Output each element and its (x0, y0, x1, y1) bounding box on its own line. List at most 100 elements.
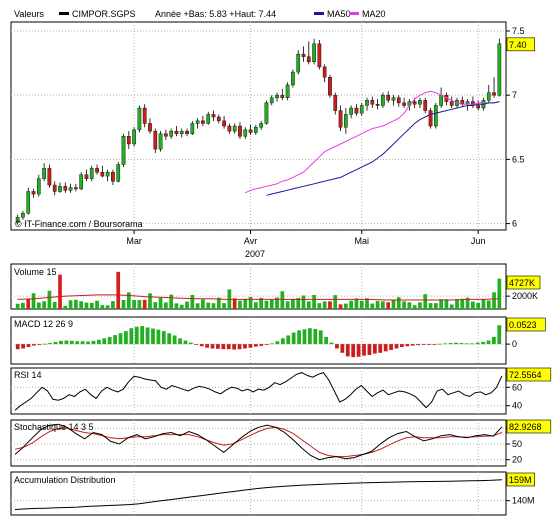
y-tick-label: 7.5 (512, 26, 525, 36)
macd-bar (253, 344, 258, 347)
volume-bar (449, 304, 454, 309)
volume-bar (132, 299, 136, 309)
volume-bar (312, 294, 316, 309)
volume-plot-frame (10, 263, 507, 310)
legend-ma20-swatch (349, 12, 359, 15)
y-tick-label: 7 (512, 90, 517, 100)
volume-bar (206, 302, 211, 309)
macd-bar (318, 330, 323, 345)
macd-bar (291, 332, 296, 345)
candle-body (74, 187, 78, 190)
macd-bar (156, 329, 161, 345)
volume-bar (211, 303, 216, 309)
volume-bar (31, 293, 36, 309)
candle-body (164, 133, 168, 137)
candle-body (269, 97, 274, 104)
candle-body (79, 174, 84, 190)
macd-bar (421, 344, 426, 345)
volume-bar (95, 300, 99, 309)
x-tick-label: Jun (471, 236, 486, 246)
volume-bar (89, 302, 94, 309)
volume-bar (497, 278, 502, 309)
macd-y-ticks: 0 (506, 339, 517, 349)
macd-bar (481, 341, 485, 345)
macd-bar (486, 340, 491, 345)
candle-body (344, 114, 348, 128)
stoch-title: Stochastique 14 3 5 (14, 422, 94, 432)
macd-title: MACD 12 26 9 (14, 319, 73, 329)
candle-body (449, 101, 454, 106)
volume-bar (142, 299, 147, 309)
accum-y-ticks: 140M (506, 496, 535, 506)
macd-bar (64, 340, 69, 345)
y-tick-label: 2000K (512, 291, 538, 301)
x-tick-label: Avr (244, 236, 257, 246)
volume-bar (418, 302, 422, 309)
volume-bar (238, 300, 242, 309)
volume-bar (254, 302, 258, 309)
volume-bar (375, 300, 380, 309)
macd-bar (205, 344, 209, 348)
volume-bar (100, 305, 105, 309)
candle-body (264, 102, 269, 124)
rsi-y-ticks: 60 40 (506, 382, 522, 411)
accumulation-panel: 140M Accumulation Distribution (10, 471, 535, 516)
macd-bar (394, 344, 399, 349)
accum-line (14, 479, 503, 510)
macd-bar (237, 344, 242, 350)
macd-bar (497, 325, 502, 345)
candle-body (476, 105, 481, 109)
candle-body (232, 125, 237, 132)
value-box-label: 159M (509, 475, 532, 485)
candle-body (153, 130, 158, 150)
volume-bar (328, 301, 332, 309)
candle-body (36, 178, 41, 195)
candle-body (439, 94, 443, 106)
candle-body (492, 92, 496, 96)
candle-body (121, 136, 126, 165)
rsi-plot-frame (10, 367, 507, 415)
rsi-title: RSI 14 (14, 370, 42, 380)
candle-body (418, 100, 422, 105)
macd-bar (226, 344, 231, 350)
candle-body (402, 102, 406, 106)
volume-bar (243, 298, 248, 309)
legend-ma20: MA20 (362, 9, 386, 19)
candle-body (142, 107, 147, 124)
macd-bar (183, 340, 188, 345)
volume-bar (333, 295, 338, 309)
macd-bar (75, 341, 80, 345)
legend-ma50: MA50 (327, 9, 351, 19)
macd-bar (416, 344, 421, 346)
macd-bar (107, 336, 112, 345)
macd-bar (178, 338, 182, 345)
candle-body (211, 114, 216, 118)
volume-bar (21, 302, 25, 309)
value-box (506, 472, 535, 487)
macd-bar (124, 331, 128, 345)
candle-body (317, 43, 322, 68)
macd-bar (42, 343, 47, 345)
volume-bar (42, 301, 46, 309)
candle-body (291, 71, 295, 86)
accum-gridlines (11, 472, 506, 515)
volume-bar (164, 302, 168, 309)
macd-bar (91, 340, 96, 345)
ma50-line (266, 101, 500, 196)
macd-bar (491, 336, 496, 345)
macd-bar (48, 343, 53, 345)
macd-gridlines (11, 317, 506, 364)
macd-bar (372, 344, 377, 354)
macd-bar (161, 331, 166, 345)
macd-bar (437, 343, 442, 345)
candle-body (137, 107, 142, 131)
volume-bar (359, 300, 364, 309)
candle-body (428, 110, 433, 127)
value-box-label: 7.40 (509, 40, 527, 50)
value-box-label: 72.5564 (509, 370, 542, 380)
macd-bar (216, 344, 220, 349)
value-box (506, 275, 541, 290)
macd-bar (389, 344, 393, 350)
candle-body (169, 130, 173, 137)
macd-bar (199, 344, 204, 347)
